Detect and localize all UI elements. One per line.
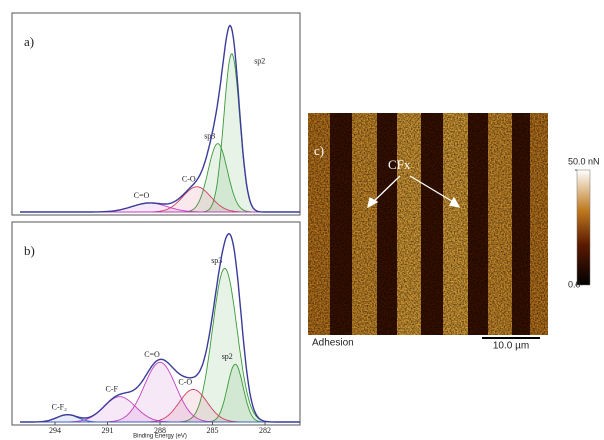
envelope bbox=[20, 24, 300, 213]
arrows bbox=[367, 175, 461, 209]
colorbar-tick-label: 0.0 bbox=[568, 279, 581, 289]
peak-component bbox=[20, 143, 300, 213]
peak-label: C=O bbox=[144, 350, 160, 359]
peak-label: sp2 bbox=[222, 352, 233, 361]
peak-label: C-O bbox=[178, 377, 192, 386]
peak-label: sp2 bbox=[254, 56, 265, 65]
peak-label: C-F bbox=[106, 384, 119, 393]
annotation: CFx bbox=[388, 157, 411, 172]
peak-component bbox=[20, 53, 300, 213]
panel-frame bbox=[11, 221, 301, 426]
x-tick-label: 294 bbox=[49, 426, 61, 435]
envelope bbox=[20, 232, 300, 423]
x-axis-title: Binding Energy (eV) bbox=[133, 434, 187, 440]
panel-label: a) bbox=[24, 34, 34, 49]
caption: Adhesion bbox=[312, 338, 354, 349]
peak-label: sp3 bbox=[204, 131, 215, 140]
peak-label: sp3 bbox=[211, 256, 222, 265]
panel-label: c) bbox=[314, 143, 324, 158]
peak-label: C-F₂ bbox=[52, 403, 67, 412]
x-tick-label: 285 bbox=[207, 426, 219, 435]
panel-frame bbox=[11, 12, 301, 216]
x-tick-label: 288 bbox=[154, 426, 166, 435]
peak-label: C-O bbox=[182, 175, 196, 184]
panel-label: b) bbox=[24, 243, 35, 258]
peak-component bbox=[20, 361, 300, 423]
peak-label: C=O bbox=[134, 191, 150, 200]
afm-image bbox=[308, 113, 548, 335]
scale-bar-label: 10.0 µm bbox=[493, 341, 529, 352]
x-tick-label: 282 bbox=[259, 426, 271, 435]
colorbar bbox=[576, 169, 591, 286]
x-tick-label: 291 bbox=[102, 426, 114, 435]
colorbar-tick-label: 50.0 nN bbox=[568, 156, 600, 166]
